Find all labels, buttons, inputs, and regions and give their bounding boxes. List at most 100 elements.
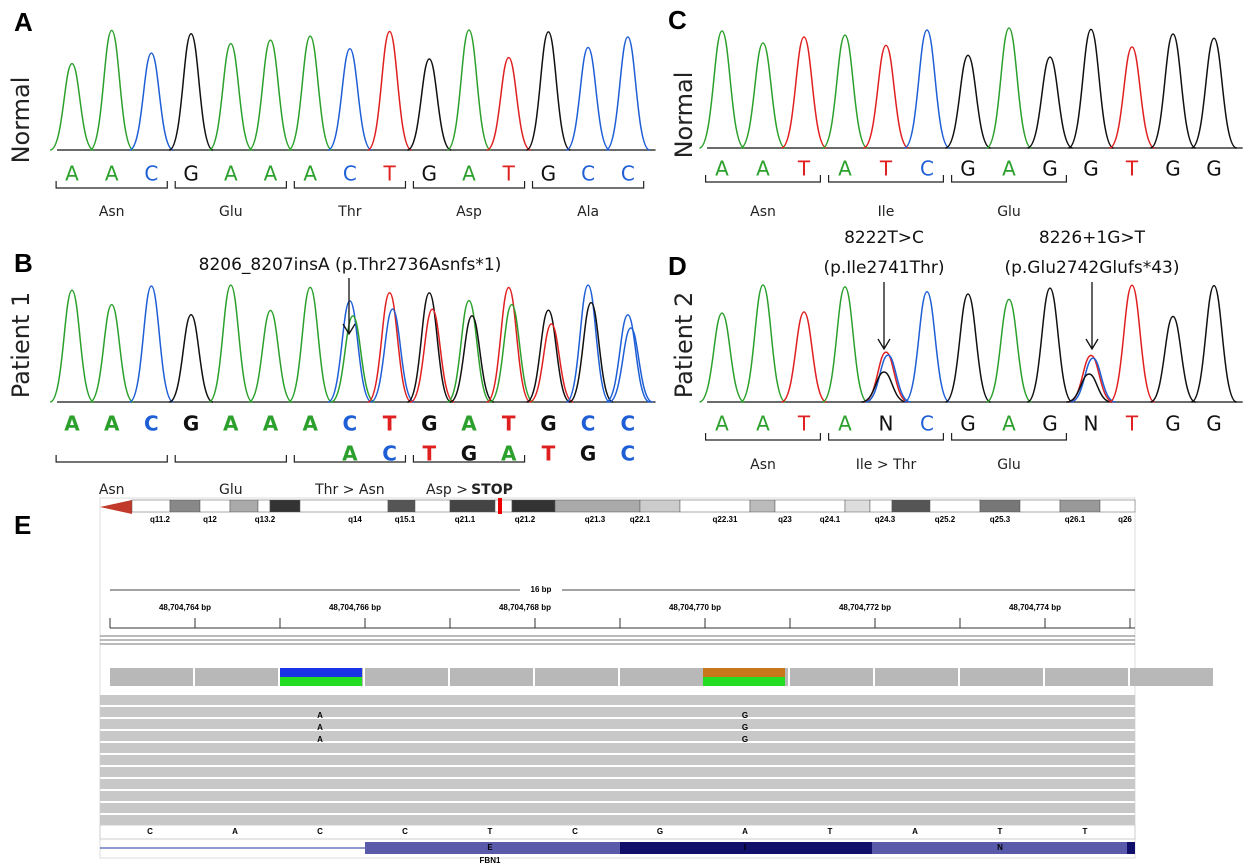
cytoband-label: q21.3: [585, 515, 606, 524]
cytoband: [512, 500, 555, 512]
reference-base: C: [147, 827, 153, 836]
base-call: A: [715, 412, 729, 436]
exon: [1127, 842, 1135, 854]
coverage: [1045, 668, 1128, 686]
cytoband: [230, 500, 258, 512]
cytoband-label: q21.2: [515, 515, 536, 524]
exon-letter: E: [487, 843, 493, 852]
reference-base: A: [912, 827, 918, 836]
base-call: A: [1002, 412, 1016, 436]
reference-base: T: [1083, 827, 1088, 836]
cytoband: [870, 500, 892, 512]
cytoband: [170, 500, 200, 512]
base-call: C: [343, 162, 357, 186]
base-call: A: [715, 157, 729, 181]
cytoband-label: q24.3: [875, 515, 896, 524]
read-variant: G: [742, 723, 748, 732]
cytoband-label: q22.1: [630, 515, 651, 524]
read: [100, 755, 1135, 765]
read-variant: G: [742, 735, 748, 744]
base-call: T: [797, 412, 811, 436]
base-call: C: [581, 412, 596, 436]
coverage: [195, 668, 278, 686]
base-call: A: [104, 412, 120, 436]
read: [100, 743, 1135, 753]
cytoband: [1100, 500, 1135, 512]
codon-label: Thr: [337, 204, 361, 220]
coverage: [365, 668, 448, 686]
row-label: Patient 1: [7, 292, 35, 398]
base-call: G: [960, 412, 976, 436]
panel-label: D: [668, 251, 687, 281]
codon-label: Ala: [577, 204, 599, 220]
coverage: [875, 668, 958, 686]
base-call: C: [621, 162, 635, 186]
panel-label: B: [14, 248, 33, 278]
exon-letter: N: [997, 843, 1003, 852]
annotation: (p.Ile2741Thr): [823, 258, 944, 278]
base-call: G: [1042, 157, 1058, 181]
row-label: Patient 2: [670, 292, 698, 398]
codon-label: Glu: [997, 457, 1021, 473]
base-call: C: [343, 412, 358, 436]
codon-label: Glu: [219, 204, 243, 220]
cytoband-label: q26: [1118, 515, 1132, 524]
base-call: A: [838, 412, 852, 436]
base-call: A: [462, 162, 476, 186]
base-call: A: [756, 157, 770, 181]
current-locus: [498, 498, 502, 514]
base-call: A: [461, 412, 477, 436]
coordinate-label: 48,704,770 bp: [669, 603, 721, 612]
panel-label: C: [668, 5, 687, 35]
base-call-shifted: G: [580, 442, 596, 466]
coverage: [110, 668, 193, 686]
codon-label: Asn: [99, 482, 125, 498]
cytoband: [845, 500, 870, 512]
base-call: G: [1042, 412, 1058, 436]
base-call: G: [421, 412, 437, 436]
codon-label: Glu: [219, 482, 243, 498]
codon-label: Ile: [878, 204, 895, 220]
cytoband: [132, 500, 170, 512]
cytoband-label: q21.1: [455, 515, 476, 524]
base-call: C: [620, 412, 635, 436]
base-call: N: [1084, 412, 1099, 436]
cytoband: [750, 500, 775, 512]
base-call: A: [263, 412, 279, 436]
coverage-alt: [280, 668, 362, 677]
base-call: A: [264, 162, 278, 186]
base-call: G: [183, 162, 199, 186]
cytoband-label: q22.31: [713, 515, 738, 524]
read: [100, 695, 1135, 705]
cytoband: [495, 500, 512, 512]
base-call: G: [960, 157, 976, 181]
sequence-track: [100, 825, 1135, 839]
reference-base: T: [998, 827, 1003, 836]
reference-base: C: [317, 827, 323, 836]
cytoband: [775, 500, 845, 512]
panel-label: A: [14, 7, 33, 37]
base-call: A: [756, 412, 770, 436]
coordinate-label: 48,704,764 bp: [159, 603, 211, 612]
codon-label: Asp >: [426, 482, 468, 498]
coordinate-label: 48,704,774 bp: [1009, 603, 1061, 612]
base-call: T: [797, 157, 811, 181]
base-call: C: [920, 412, 934, 436]
cytoband-label: q24.1: [820, 515, 841, 524]
reference-base: A: [742, 827, 748, 836]
cytoband: [555, 500, 640, 512]
coverage: [450, 668, 533, 686]
base-call: A: [838, 157, 852, 181]
read: [100, 707, 1135, 717]
cytoband: [300, 500, 388, 512]
cytoband: [892, 500, 930, 512]
cytoband-label: q13.2: [255, 515, 276, 524]
codon-label: Asn: [750, 204, 776, 220]
read: [100, 719, 1135, 729]
stop-label: STOP: [471, 482, 513, 498]
base-call-shifted: C: [620, 442, 635, 466]
codon-label: Asn: [750, 457, 776, 473]
base-call: C: [144, 162, 158, 186]
base-call: A: [105, 162, 119, 186]
cytoband: [200, 500, 230, 512]
